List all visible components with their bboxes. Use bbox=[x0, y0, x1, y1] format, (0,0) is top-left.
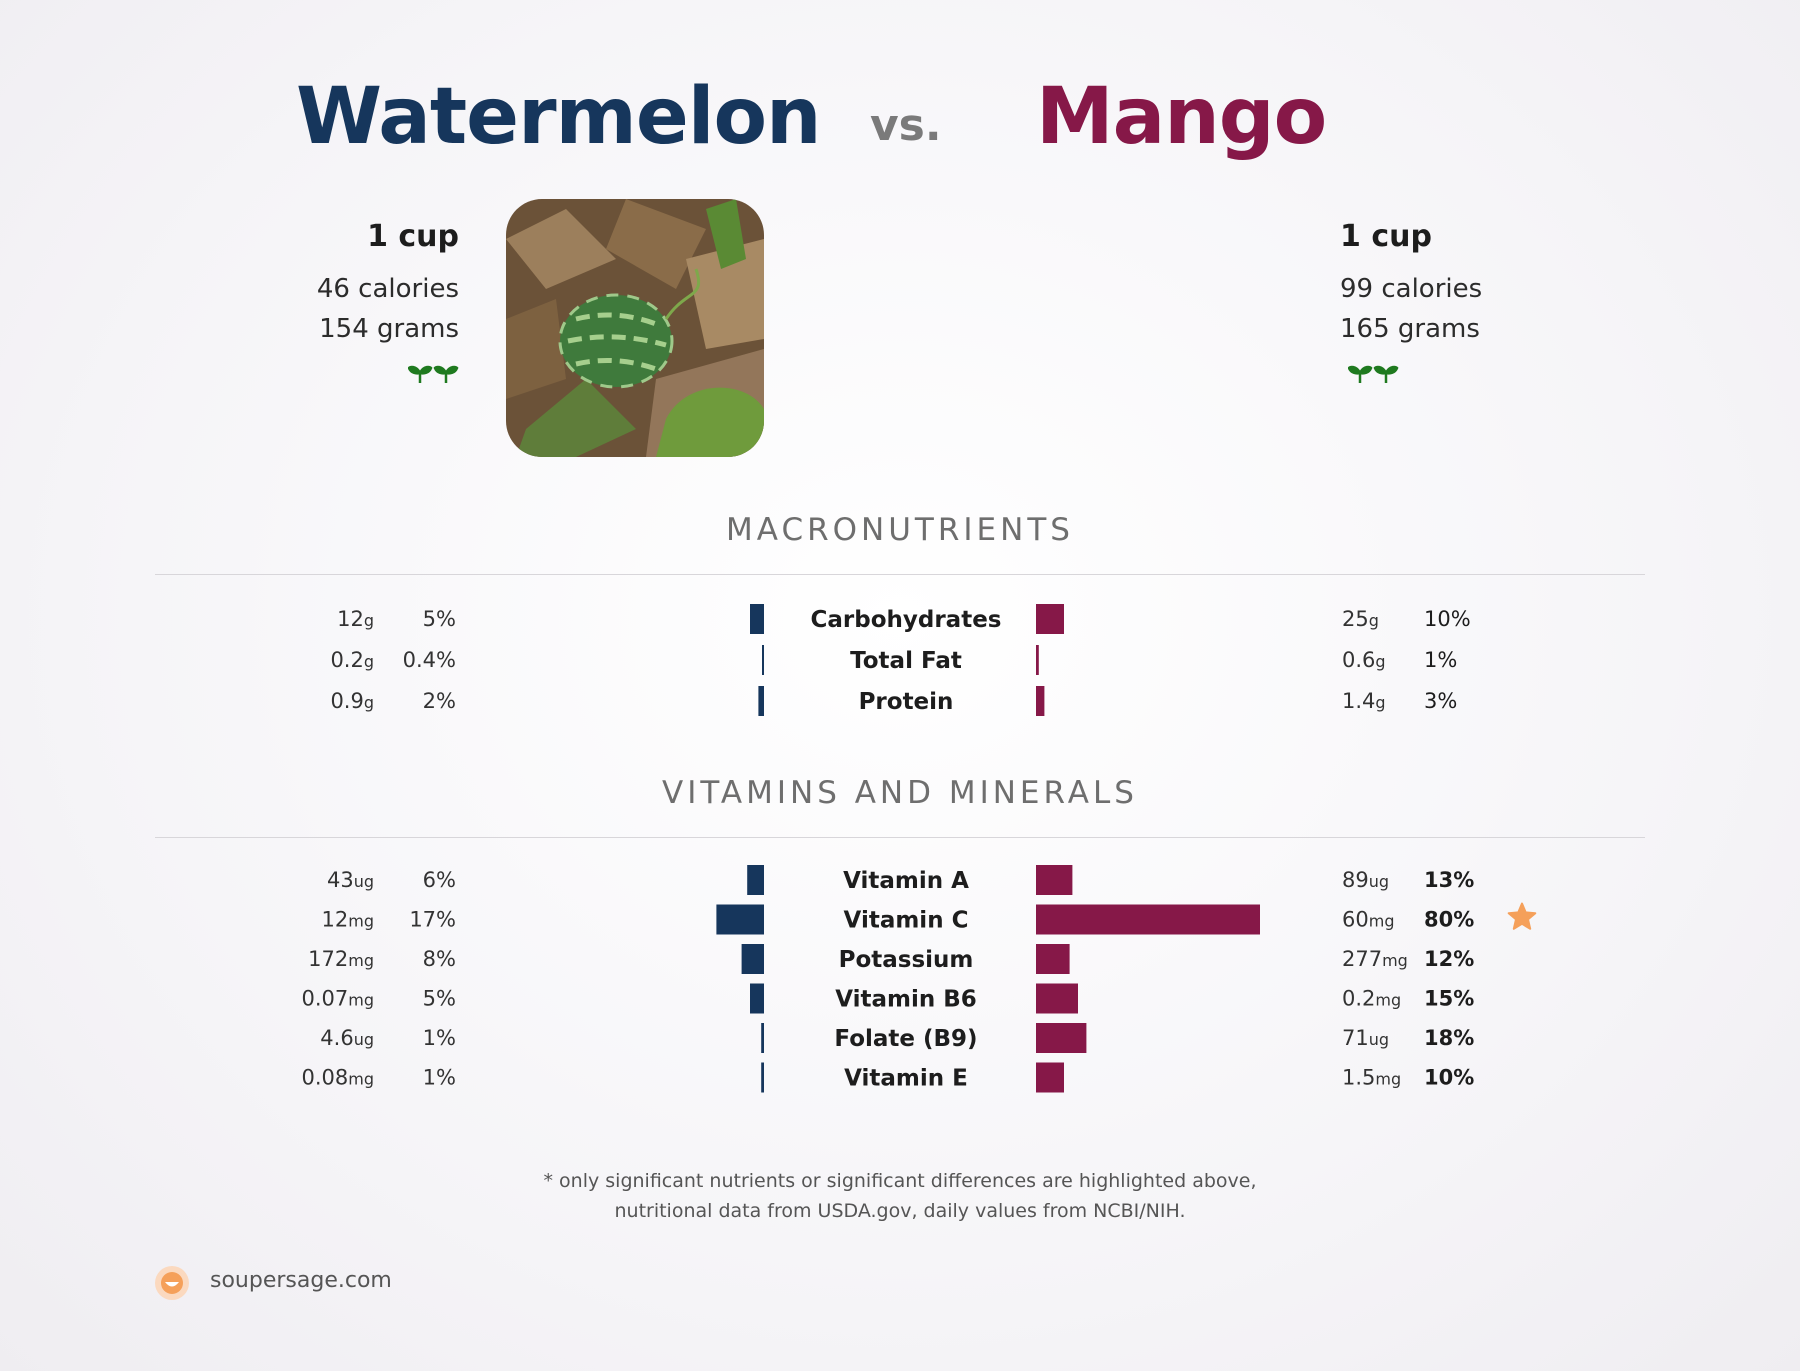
left-bar bbox=[761, 1023, 764, 1053]
right-percent: 12% bbox=[1424, 947, 1474, 971]
left-percent: 0.4% bbox=[403, 648, 456, 672]
left-serving: 1 cup bbox=[367, 219, 459, 254]
footnote: * only significant nutrients or signific… bbox=[0, 1166, 1800, 1226]
right-percent: 80% bbox=[1424, 908, 1474, 932]
left-bar bbox=[750, 983, 764, 1014]
right-amount: 0.2mg bbox=[1342, 987, 1401, 1011]
left-food-title: Watermelon bbox=[296, 72, 822, 162]
right-amount: 25g bbox=[1342, 607, 1379, 631]
right-amount: 71ug bbox=[1342, 1026, 1389, 1050]
right-bar bbox=[1036, 944, 1070, 974]
soupersage-logo-icon bbox=[152, 1263, 192, 1307]
right-food-title: Mango bbox=[1036, 72, 1327, 162]
right-percent: 13% bbox=[1424, 868, 1474, 892]
star-icon bbox=[1507, 902, 1537, 930]
right-percent: 10% bbox=[1424, 607, 1471, 631]
left-grams: 154 grams bbox=[319, 314, 459, 344]
nutrient-label: Protein bbox=[859, 689, 954, 715]
section-divider bbox=[155, 574, 1645, 575]
right-amount: 60mg bbox=[1342, 908, 1394, 932]
watermelon-photo bbox=[506, 199, 764, 457]
sprout-icon bbox=[407, 365, 459, 383]
right-calories: 99 calories bbox=[1340, 274, 1483, 304]
nutrient-label: Folate (B9) bbox=[834, 1026, 977, 1052]
right-bar bbox=[1036, 904, 1260, 935]
nutrient-label: Total Fat bbox=[850, 648, 962, 674]
footnote-line-1: * only significant nutrients or signific… bbox=[543, 1170, 1257, 1192]
left-bar bbox=[762, 645, 764, 675]
left-vegan-badge bbox=[407, 362, 460, 384]
left-bar bbox=[741, 944, 764, 974]
left-bar bbox=[747, 865, 764, 895]
section-divider bbox=[155, 837, 1645, 838]
left-amount: 4.6ug bbox=[320, 1026, 374, 1050]
right-bar bbox=[1036, 1062, 1064, 1093]
left-percent: 5% bbox=[423, 987, 456, 1011]
right-serving: 1 cup bbox=[1340, 219, 1432, 254]
right-percent: 1% bbox=[1424, 648, 1457, 672]
footnote-line-2: nutritional data from USDA.gov, daily va… bbox=[614, 1200, 1186, 1222]
right-bar bbox=[1036, 1023, 1087, 1053]
right-bar bbox=[1036, 686, 1045, 716]
left-amount: 12mg bbox=[322, 908, 374, 932]
left-percent: 17% bbox=[409, 908, 456, 932]
right-amount: 89ug bbox=[1342, 868, 1389, 892]
left-amount: 0.07mg bbox=[301, 987, 374, 1011]
nutrient-label: Vitamin E bbox=[844, 1066, 968, 1092]
right-amount: 277mg bbox=[1342, 947, 1408, 971]
sprout-icon bbox=[1347, 365, 1399, 383]
left-amount: 172mg bbox=[308, 947, 374, 971]
left-percent: 8% bbox=[423, 947, 456, 971]
macronutrients-heading: MACRONUTRIENTS bbox=[726, 512, 1074, 548]
right-bar bbox=[1036, 604, 1064, 634]
right-grams: 165 grams bbox=[1340, 314, 1480, 344]
left-bar bbox=[750, 604, 764, 634]
left-bar bbox=[761, 1062, 764, 1093]
left-percent: 6% bbox=[423, 868, 456, 892]
right-bar bbox=[1036, 645, 1039, 675]
vitamins-heading: VITAMINS AND MINERALS bbox=[662, 775, 1138, 811]
right-percent: 15% bbox=[1424, 987, 1474, 1011]
left-amount: 12g bbox=[337, 607, 374, 631]
left-percent: 1% bbox=[423, 1026, 456, 1050]
right-amount: 0.6g bbox=[1342, 648, 1386, 672]
right-percent: 3% bbox=[1424, 689, 1457, 713]
nutrient-label: Potassium bbox=[839, 947, 974, 973]
nutrient-label: Vitamin B6 bbox=[835, 987, 977, 1013]
left-amount: 43ug bbox=[327, 868, 374, 892]
left-bar bbox=[758, 686, 764, 716]
right-amount: 1.4g bbox=[1342, 689, 1386, 713]
left-amount: 0.08mg bbox=[301, 1066, 374, 1090]
right-bar bbox=[1036, 865, 1073, 895]
left-bar bbox=[716, 904, 764, 935]
left-amount: 0.2g bbox=[330, 648, 374, 672]
brand-link[interactable]: soupersage.com bbox=[210, 1268, 392, 1293]
right-percent: 10% bbox=[1424, 1066, 1474, 1090]
right-vegan-badge bbox=[1347, 362, 1400, 384]
nutrient-label: Vitamin A bbox=[843, 868, 969, 894]
right-bar bbox=[1036, 983, 1078, 1014]
right-percent: 18% bbox=[1424, 1026, 1474, 1050]
left-percent: 1% bbox=[423, 1066, 456, 1090]
left-percent: 2% bbox=[423, 689, 456, 713]
nutrient-label: Vitamin C bbox=[844, 908, 969, 934]
nutrient-label: Carbohydrates bbox=[811, 607, 1002, 633]
left-calories: 46 calories bbox=[316, 274, 459, 304]
right-amount: 1.5mg bbox=[1342, 1066, 1401, 1090]
vs-label: vs. bbox=[870, 100, 942, 151]
left-percent: 5% bbox=[423, 607, 456, 631]
left-amount: 0.9g bbox=[330, 689, 374, 713]
